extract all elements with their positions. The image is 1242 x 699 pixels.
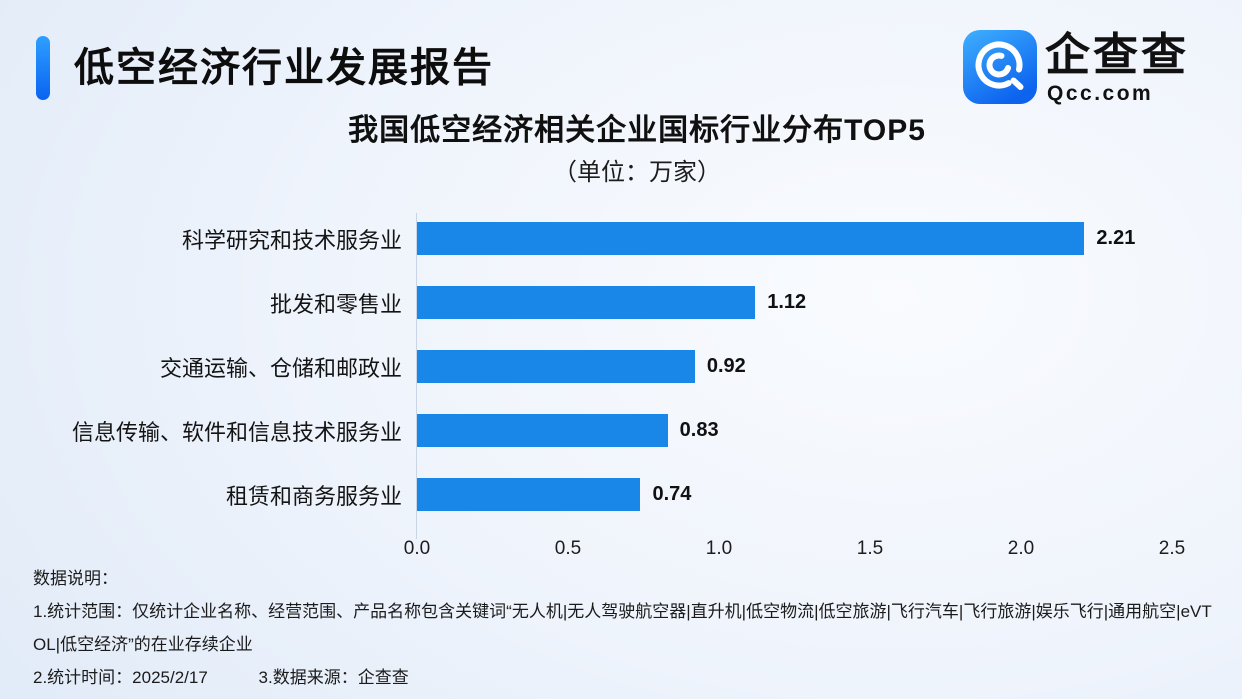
- bar-track: 0.92: [417, 350, 1172, 383]
- x-tick: 1.0: [705, 538, 733, 559]
- category-label: 科学研究和技术服务业: [181, 227, 402, 253]
- bar-track: 2.21: [417, 222, 1172, 255]
- note-statistic-scope: 1.统计范围：仅统计企业名称、经营范围、产品名称包含关键词“无人机|无人驾驶航空…: [33, 602, 1212, 654]
- notes-heading: 数据说明：: [33, 569, 118, 588]
- qcc-brand-text: 企查查: [1045, 29, 1190, 80]
- x-tick: 2.5: [1158, 538, 1186, 559]
- bar: [417, 350, 695, 383]
- y-axis-line: [416, 213, 417, 539]
- bar-value-label: 0.92: [706, 355, 746, 377]
- x-tick: 0.0: [403, 538, 431, 559]
- category-label: 租赁和商务服务业: [225, 483, 402, 509]
- category-label: 信息传输、软件和信息技术服务业: [71, 419, 402, 445]
- bar-value-label: 0.74: [652, 483, 692, 505]
- qcc-logo-icon: [963, 30, 1037, 104]
- bar: [417, 414, 668, 447]
- bar-value-label: 0.83: [679, 419, 719, 441]
- chart-title: 我国低空经济相关企业国标行业分布TOP5: [348, 114, 926, 147]
- qcc-logo: 企查查 Qcc.com: [963, 29, 1213, 110]
- bar-value-label: 2.21: [1096, 227, 1136, 249]
- x-tick: 0.5: [554, 538, 582, 559]
- note-data-source: 3.数据来源：企查查: [258, 668, 409, 687]
- bar-row: 批发和零售业 1.12: [50, 286, 1224, 319]
- report-title: 低空经济行业发展报告: [74, 46, 494, 90]
- bar-row: 租赁和商务服务业 0.74: [50, 478, 1224, 511]
- x-axis-ticks: 0.0 0.5 1.0 1.5 2.0 2.5: [404, 538, 1185, 562]
- bar-value-label: 1.12: [767, 291, 807, 313]
- bar: [417, 222, 1085, 255]
- note-statistic-time: 2.统计时间：2025/2/17: [33, 668, 208, 687]
- bar-row: 科学研究和技术服务业 2.21: [50, 222, 1224, 255]
- plot-area: 科学研究和技术服务业 2.21 批发和零售业 1.12 交通运输、仓储和邮政业 …: [50, 213, 1224, 559]
- data-notes: 数据说明： 1.统计范围：仅统计企业名称、经营范围、产品名称包含关键词“无人机|…: [33, 562, 1213, 694]
- category-label: 交通运输、仓储和邮政业: [159, 355, 402, 381]
- bar: [417, 286, 756, 319]
- bar-track: 0.74: [417, 478, 1172, 511]
- x-tick: 2.0: [1007, 538, 1035, 559]
- title-accent-bar: [36, 36, 50, 100]
- bar-track: 1.12: [417, 286, 1172, 319]
- bar-row: 交通运输、仓储和邮政业 0.92: [50, 350, 1224, 383]
- bar-chart: 我国低空经济相关企业国标行业分布TOP5 （单位：万家） 科学研究和技术服务业 …: [50, 112, 1224, 559]
- qcc-domain-text: Qcc.com: [1047, 82, 1154, 105]
- category-label: 批发和零售业: [269, 291, 402, 317]
- bar: [417, 478, 641, 511]
- bar-track: 0.83: [417, 414, 1172, 447]
- chart-unit-subtitle: （单位：万家）: [553, 159, 721, 186]
- x-tick: 1.5: [856, 538, 884, 559]
- bar-row: 信息传输、软件和信息技术服务业 0.83: [50, 414, 1224, 447]
- note-time-and-source: 2.统计时间：2025/2/17 3.数据来源：企查查: [33, 661, 1213, 694]
